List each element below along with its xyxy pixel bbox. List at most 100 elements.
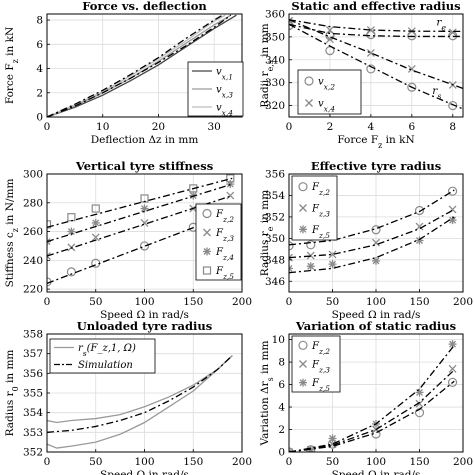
x-tick-label: 200 (453, 296, 473, 308)
chart-title: Effective tyre radius (311, 159, 441, 173)
series-line-5 (47, 14, 223, 117)
legend-marker (299, 378, 307, 387)
plot-area (47, 174, 235, 287)
x-tick-label: 0 (286, 296, 293, 308)
y-tick-label: 357 (23, 348, 43, 360)
legend-label: Fz,3 (311, 204, 330, 219)
x-tick-label: 200 (232, 296, 252, 308)
data-point (366, 26, 375, 34)
legend-label: vx,1 (216, 67, 233, 82)
x-tick-label: 50 (326, 456, 339, 468)
legend-label: Fz,4 (215, 247, 234, 262)
x-tick-label: 200 (232, 456, 252, 468)
legend-label: Fz,2 (311, 341, 330, 356)
series-line-6 (47, 194, 233, 257)
y-tick-label: 358 (23, 329, 43, 341)
x-tick-label: 0 (44, 121, 51, 133)
y-tick-label: 354 (23, 407, 43, 419)
y-axis-label: Force Fz in kN (4, 27, 20, 104)
legend-label: Fz,2 (215, 209, 234, 224)
data-point (328, 260, 337, 269)
y-tick-label: 220 (23, 284, 43, 296)
chart-panel-p6: 0 50 100 150 200 0 2 4 6 8 10 Variation of static r… (259, 319, 473, 475)
x-tick-label: 50 (326, 296, 339, 308)
legend: Fz,2 Fz,3 Fz,4 Fz,5 (195, 203, 242, 281)
data-point (226, 174, 235, 183)
data-point (448, 28, 457, 37)
y-tick-label: 354 (265, 190, 285, 202)
legend-label: Fz,5 (311, 225, 330, 240)
series-line-2 (47, 355, 233, 449)
plot-area (47, 355, 233, 449)
legend-marker (203, 228, 211, 237)
legend-label: vx,3 (216, 85, 233, 100)
y-tick-label: 355 (23, 388, 43, 400)
x-axis-label: Speed Ω in rad/s (100, 469, 189, 475)
legend-marker (305, 99, 313, 107)
x-tick-label: 150 (409, 296, 429, 308)
x-tick-label: 50 (89, 296, 102, 308)
x-tick-label: 4 (368, 121, 375, 133)
legend-label: Fz,2 (311, 182, 330, 197)
series-line-8 (47, 177, 233, 228)
x-tick-label: 20 (152, 121, 165, 133)
data-point (328, 250, 337, 259)
curve-annotation: re (436, 16, 446, 32)
series-line-7 (289, 23, 463, 110)
data-point (47, 252, 51, 260)
legend-label: vx,4 (318, 99, 335, 114)
data-point (67, 227, 76, 236)
legend-label: Fz,3 (215, 228, 234, 243)
x-axis-label: Speed Ω in rad/s (100, 309, 189, 321)
legend-marker (299, 225, 307, 234)
legend-marker (299, 360, 307, 368)
data-point (289, 16, 293, 25)
chart-panel-p2: 0 2 4 6 8 320 330 340 350 360 Static and effective… (259, 0, 464, 150)
y-tick-label: 8 (278, 357, 285, 369)
plot-area (47, 14, 237, 117)
y-tick-label: 350 (265, 233, 285, 245)
legend-label: Fz,5 (311, 378, 330, 393)
series-line-7 (47, 183, 233, 243)
y-tick-label: 8 (36, 15, 43, 27)
series-line-1 (47, 355, 233, 424)
x-tick-label: 0 (286, 456, 293, 468)
legend: rs(F_z,1, Ω) Simulation (49, 338, 156, 374)
legend-marker (202, 266, 212, 275)
legend-label: Simulation (78, 360, 133, 371)
y-axis-label: Stiffness cz in N/mm (4, 179, 20, 288)
data-point (372, 256, 380, 265)
y-tick-label: 4 (278, 402, 285, 414)
data-point (448, 100, 458, 111)
series-line-1 (47, 14, 237, 117)
x-tick-label: 100 (366, 456, 386, 468)
y-axis-label: Radii re,s in mm (259, 23, 275, 107)
legend: Fz,2 Fz,3 Fz,5 (291, 335, 341, 393)
y-tick-label: 6 (278, 379, 285, 391)
x-tick-label: 0 (286, 121, 293, 133)
y-tick-label: 330 (265, 77, 285, 89)
series-line-4 (289, 380, 455, 452)
chart-panel-p1: 0 10 20 30 0 2 4 6 8 Force vs. deflection Deflecti… (4, 0, 244, 146)
chart-title: Unloaded tyre radius (77, 319, 212, 333)
y-axis-label: Variation Δrs in mm (259, 341, 275, 447)
y-tick-label: 280 (23, 197, 43, 209)
legend: vx,2 vx,4 (297, 69, 362, 115)
chart-title: Variation of static radius (295, 319, 456, 333)
y-tick-label: 320 (265, 100, 285, 112)
x-tick-label: 2 (327, 121, 334, 133)
chart-title: Static and effective radius (291, 0, 460, 13)
chart-panel-p4: 0 50 100 150 200 346 348 350 352 354 356 Effective … (259, 159, 473, 321)
y-axis-label: Radius r0 in mm (4, 350, 20, 437)
data-point (140, 204, 149, 213)
data-point (91, 204, 100, 213)
data-point (47, 237, 51, 246)
y-tick-label: 350 (265, 31, 285, 43)
chart-title: Vertical tyre stiffness (75, 159, 213, 173)
data-point (447, 377, 458, 387)
x-tick-label: 200 (453, 456, 473, 468)
chart-title: Force vs. deflection (82, 0, 207, 13)
y-tick-label: 2 (278, 424, 285, 436)
curve-annotation: rs (432, 85, 441, 101)
